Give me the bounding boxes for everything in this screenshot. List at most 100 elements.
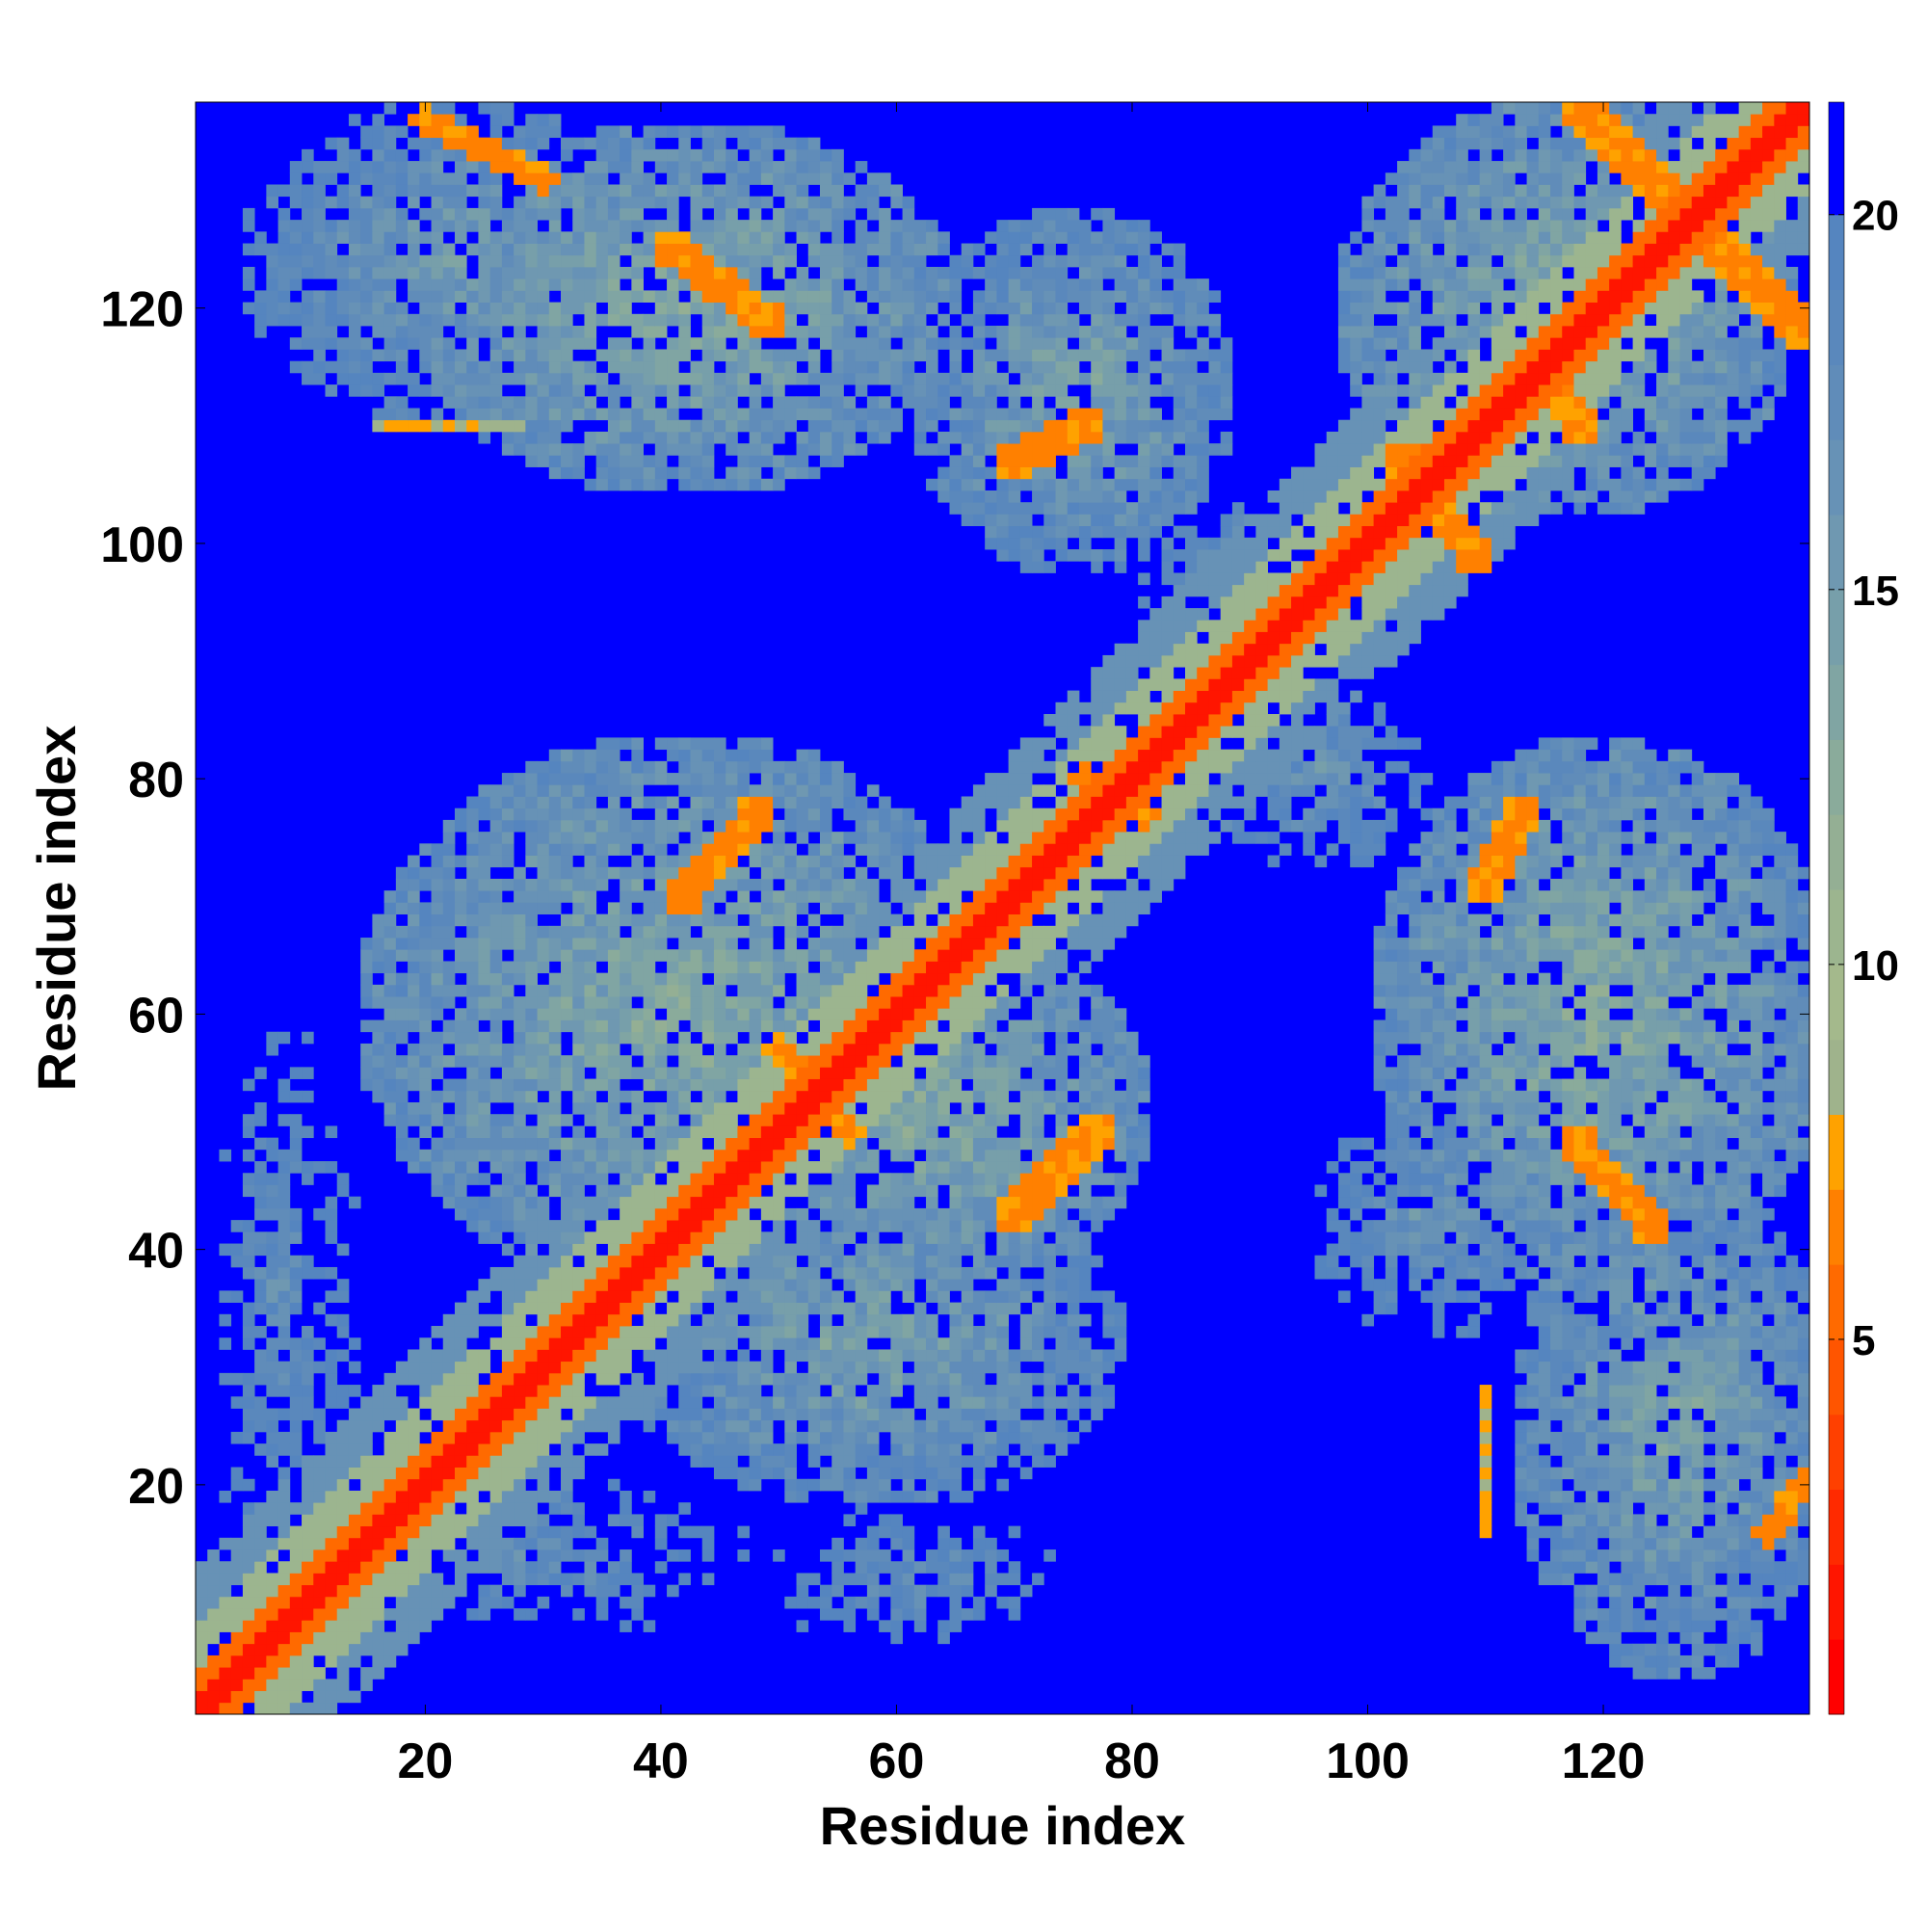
heatmap-cell [1373, 1220, 1386, 1232]
heatmap-cell [749, 1184, 762, 1198]
heatmap-cell [713, 1196, 726, 1209]
heatmap-cell [1515, 1043, 1527, 1056]
heatmap-cell [1573, 938, 1587, 950]
heatmap-cell [1019, 1431, 1033, 1444]
heatmap-cell [514, 938, 526, 950]
heatmap-cell [961, 1019, 974, 1033]
heatmap-cell [595, 1396, 609, 1409]
heatmap-cell [1621, 1396, 1634, 1409]
heatmap-cell [277, 1090, 291, 1103]
heatmap-cell [937, 1361, 950, 1374]
heatmap-cell [1479, 938, 1492, 950]
heatmap-cell [1609, 1055, 1622, 1068]
heatmap-cell [561, 1326, 573, 1338]
heatmap-cell [1385, 1043, 1398, 1056]
heatmap-cell [1703, 1067, 1716, 1079]
heatmap-cell [1774, 1114, 1786, 1126]
heatmap-cell [1409, 1279, 1421, 1291]
heatmap-cell [1703, 938, 1716, 950]
heatmap-cell [796, 1161, 809, 1174]
heatmap-cell [1750, 1067, 1763, 1079]
heatmap-cell [302, 1561, 314, 1574]
heatmap-cell [442, 1031, 456, 1045]
heatmap-cell [1750, 1620, 1763, 1632]
heatmap-cell [1785, 1019, 1799, 1033]
heatmap-cell [1679, 1631, 1693, 1645]
heatmap-cell [949, 938, 963, 950]
heatmap-cell [325, 1455, 338, 1468]
heatmap-cell [1078, 1090, 1092, 1103]
heatmap-cell [1762, 1525, 1775, 1539]
heatmap-cell [1008, 1279, 1021, 1291]
heatmap-cell [961, 1008, 974, 1020]
heatmap-cell [525, 1196, 538, 1209]
heatmap-cell [855, 1067, 868, 1079]
heatmap-cell [1679, 949, 1693, 962]
heatmap-cell [501, 938, 515, 950]
heatmap-cell [690, 1137, 703, 1151]
heatmap-cell [926, 1207, 938, 1221]
heatmap-cell [1656, 1537, 1669, 1550]
heatmap-cell [985, 1396, 997, 1409]
heatmap-cell [1078, 1207, 1092, 1221]
heatmap-cell [595, 1596, 609, 1609]
heatmap-cell [1715, 1408, 1728, 1421]
heatmap-cell [1727, 1478, 1740, 1492]
heatmap-cell [1479, 1467, 1492, 1480]
heatmap-cell [1114, 1031, 1127, 1045]
heatmap-cell [1668, 1101, 1680, 1115]
heatmap-cell [336, 1313, 350, 1327]
heatmap-cell [383, 996, 397, 1009]
heatmap-cell [537, 1043, 550, 1056]
heatmap-cell [266, 1290, 278, 1303]
heatmap-cell [760, 1078, 774, 1092]
heatmap-cell [572, 1067, 585, 1079]
heatmap-cell [620, 1161, 632, 1174]
heatmap-cell [1055, 925, 1069, 939]
heatmap-cell [1668, 1313, 1680, 1327]
heatmap-cell [408, 1537, 420, 1550]
heatmap-cell [1078, 1125, 1092, 1139]
heatmap-cell [737, 1290, 751, 1303]
heatmap-cell [442, 913, 456, 927]
heatmap-cell [890, 1561, 903, 1574]
heatmap-cell [713, 1408, 726, 1421]
heatmap-cell [454, 1419, 467, 1433]
heatmap-cell [1385, 925, 1398, 939]
heatmap-cell [890, 1031, 903, 1045]
heatmap-cell [701, 1067, 715, 1079]
heatmap-cell [972, 961, 986, 974]
heatmap-cell [1656, 1455, 1669, 1468]
heatmap-cell [843, 984, 857, 997]
heatmap-cell [890, 1019, 903, 1033]
heatmap-cell [572, 1455, 585, 1468]
heatmap-cell [537, 961, 550, 974]
heatmap-cell [1715, 1385, 1728, 1397]
heatmap-cell [537, 1266, 550, 1280]
heatmap-cell [678, 1431, 691, 1444]
heatmap-cell [1644, 1478, 1657, 1492]
heatmap-cell [890, 1220, 903, 1232]
heatmap-cell [1668, 1302, 1680, 1315]
heatmap-cell [408, 1549, 420, 1562]
heatmap-cell [525, 1337, 538, 1350]
heatmap-cell [678, 1149, 691, 1162]
heatmap-cell [913, 1078, 927, 1092]
heatmap-cell [749, 1443, 762, 1456]
heatmap-cell [1656, 949, 1669, 962]
heatmap-cell [1055, 1431, 1069, 1444]
heatmap-cell [996, 1055, 1010, 1068]
heatmap-cell [832, 1078, 844, 1092]
heatmap-cell [1644, 1502, 1657, 1515]
heatmap-cell [1797, 1078, 1810, 1092]
heatmap-cell [902, 1431, 915, 1444]
heatmap-cell [372, 1478, 385, 1492]
heatmap-cell [773, 1137, 785, 1151]
heatmap-cell [1479, 1008, 1492, 1020]
heatmap-cell [1715, 1349, 1728, 1363]
heatmap-cell [1385, 1279, 1398, 1291]
heatmap-cell [1562, 949, 1574, 962]
heatmap-cell [913, 1419, 927, 1433]
heatmap-cell [643, 1266, 656, 1280]
heatmap-cell [1656, 1184, 1669, 1198]
